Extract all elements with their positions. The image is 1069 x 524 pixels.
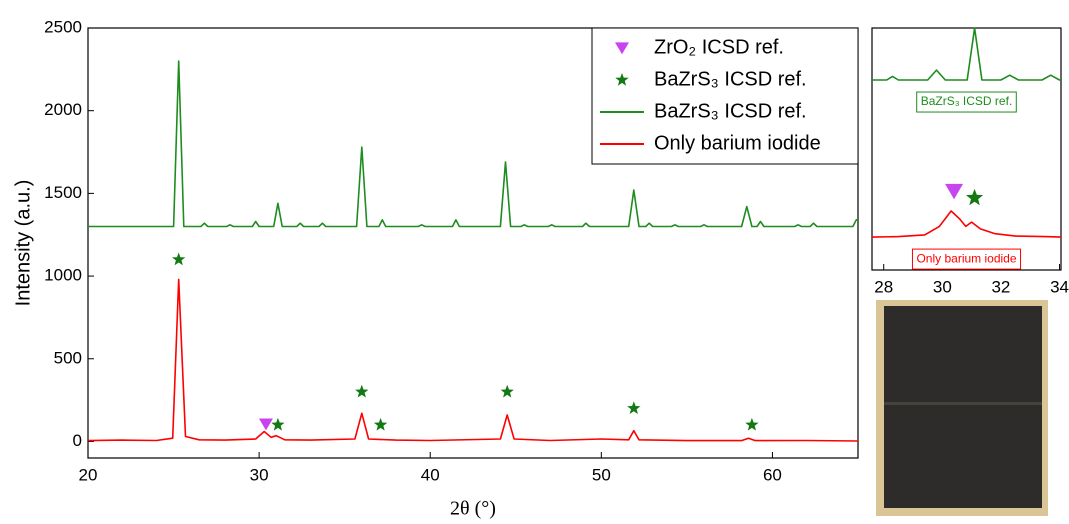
x-tick-label: 30 [933,277,952,296]
star-marker [745,417,759,431]
star-marker [355,384,369,398]
plot-frame [87,27,859,459]
x-tick-label: 60 [763,465,782,484]
triangle-marker [945,183,964,200]
y-tick-label: 2000 [44,100,82,119]
series-label: BaZrS₃ ICSD ref. [921,94,1013,108]
data-line [872,27,1061,81]
series-label: Only barium iodide [916,251,1016,265]
x-tick-label: 34 [1050,277,1069,296]
series-label-box [916,91,1017,113]
star-marker [500,384,514,398]
x-tick-label: 50 [592,465,611,484]
star-marker [271,417,285,431]
legend-box [591,27,859,165]
data-line [871,210,1062,238]
x-axis-label: 2θ (°) [450,498,496,520]
star-marker [373,417,388,431]
legend-label: Only barium iodide [654,132,821,154]
legend-label: BaZrS₃ ICSD ref. [654,100,807,122]
plot-frame [871,27,1062,271]
data-line [87,278,859,442]
x-tick-label: 28 [874,277,893,296]
star-marker [966,188,984,206]
y-tick-label: 2500 [44,17,82,36]
sample-photo [876,300,1048,516]
x-tick-label: 30 [250,465,269,484]
series-label-box [911,248,1022,270]
y-tick-label: 1500 [44,183,82,202]
y-tick-label: 500 [54,348,82,367]
legend-label: ZrO₂ ICSD ref. [654,36,784,58]
triangle-marker [258,418,273,431]
x-tick-label: 20 [79,465,98,484]
star-marker [627,401,641,414]
legend-marker [615,42,629,55]
y-tick-label: 1000 [44,266,82,285]
y-tick-label: 0 [73,431,82,450]
star-marker [172,252,186,266]
legend-marker [615,73,629,86]
legend-label: BaZrS₃ ICSD ref. [654,68,807,90]
y-axis-label: Intensity (a.u.) [12,180,34,307]
x-tick-label: 40 [421,465,440,484]
data-line [88,60,858,228]
x-tick-label: 32 [991,277,1010,296]
photo-line [884,402,1042,405]
photo-film [884,306,1042,508]
